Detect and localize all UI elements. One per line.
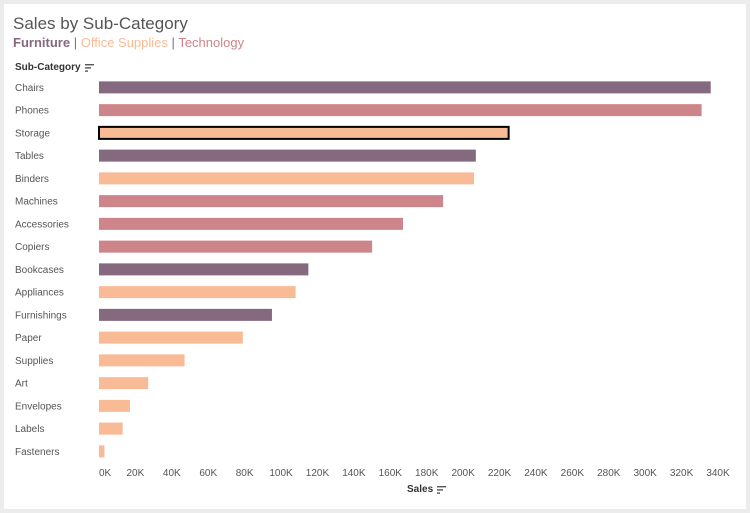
category-label: Paper xyxy=(15,333,42,344)
x-tick-label: 260K xyxy=(561,468,585,479)
category-label: Fasteners xyxy=(15,447,59,458)
row-header[interactable]: Sub-Category xyxy=(15,62,94,73)
bar-envelopes[interactable] xyxy=(99,399,130,412)
bar-chairs[interactable] xyxy=(99,81,711,94)
category-label: Supplies xyxy=(15,356,53,367)
x-tick-label: 140K xyxy=(342,468,366,479)
x-tick-label: 40K xyxy=(163,468,181,479)
bar-paper[interactable] xyxy=(99,331,243,344)
category-label: Envelopes xyxy=(15,401,62,412)
legend-separator: | xyxy=(73,35,78,50)
bar-copiers[interactable] xyxy=(99,240,373,253)
bar-bookcases[interactable] xyxy=(99,263,309,276)
x-tick-label: 0K xyxy=(99,468,112,479)
legend-separator: | xyxy=(171,35,175,50)
x-tick-label: 280K xyxy=(597,468,621,479)
bar-labels[interactable] xyxy=(99,422,123,435)
x-tick-label: 340K xyxy=(706,468,730,479)
legend-office-supplies[interactable]: Office Supplies xyxy=(80,35,168,50)
x-tick-label: 320K xyxy=(670,468,694,479)
category-label: Phones xyxy=(15,106,49,117)
category-label: Labels xyxy=(15,424,44,435)
chart-title: Sales by Sub-Category xyxy=(13,14,188,33)
x-tick-label: 240K xyxy=(524,468,548,479)
legend-technology[interactable]: Technology xyxy=(178,35,245,50)
category-label: Chairs xyxy=(15,83,44,94)
row-header-label: Sub-Category xyxy=(15,62,81,73)
category-label: Furnishings xyxy=(15,310,67,321)
x-axis-title: Sales xyxy=(407,484,434,495)
x-tick-label: 20K xyxy=(127,468,145,479)
bar-appliances[interactable] xyxy=(99,286,296,299)
category-label: Appliances xyxy=(15,288,64,299)
bar-tables[interactable] xyxy=(99,149,476,162)
category-label: Binders xyxy=(15,174,49,185)
x-tick-label: 60K xyxy=(199,468,217,479)
bar-accessories[interactable] xyxy=(99,217,404,230)
x-tick-label: 220K xyxy=(488,468,512,479)
category-label: Accessories xyxy=(15,219,69,230)
bar-supplies[interactable] xyxy=(99,354,185,367)
bar-furnishings[interactable] xyxy=(99,308,272,321)
category-label: Machines xyxy=(15,197,58,208)
bar-machines[interactable] xyxy=(99,195,444,208)
color-legend: Furniture | Office Supplies | Technology xyxy=(13,35,244,50)
x-tick-label: 80K xyxy=(236,468,254,479)
category-label: Bookcases xyxy=(15,265,64,276)
x-axis-header[interactable]: Sales xyxy=(407,484,447,495)
category-label: Storage xyxy=(15,128,50,139)
sort-descending-icon[interactable] xyxy=(437,485,447,494)
category-label: Tables xyxy=(15,151,44,162)
x-tick-label: 160K xyxy=(379,468,403,479)
category-label: Copiers xyxy=(15,242,49,253)
x-tick-label: 300K xyxy=(633,468,657,479)
legend-furniture[interactable]: Furniture xyxy=(13,35,71,50)
x-tick-label: 100K xyxy=(269,468,293,479)
bar-art[interactable] xyxy=(99,377,149,390)
category-label: Art xyxy=(15,379,28,390)
bar-phones[interactable] xyxy=(99,104,702,117)
x-tick-label: 120K xyxy=(306,468,330,479)
x-tick-label: 200K xyxy=(451,468,475,479)
bar-storage[interactable] xyxy=(98,125,510,140)
bar-fasteners[interactable] xyxy=(99,445,105,458)
sort-descending-icon[interactable] xyxy=(84,63,94,72)
x-tick-label: 180K xyxy=(415,468,439,479)
bar-binders[interactable] xyxy=(99,172,475,185)
